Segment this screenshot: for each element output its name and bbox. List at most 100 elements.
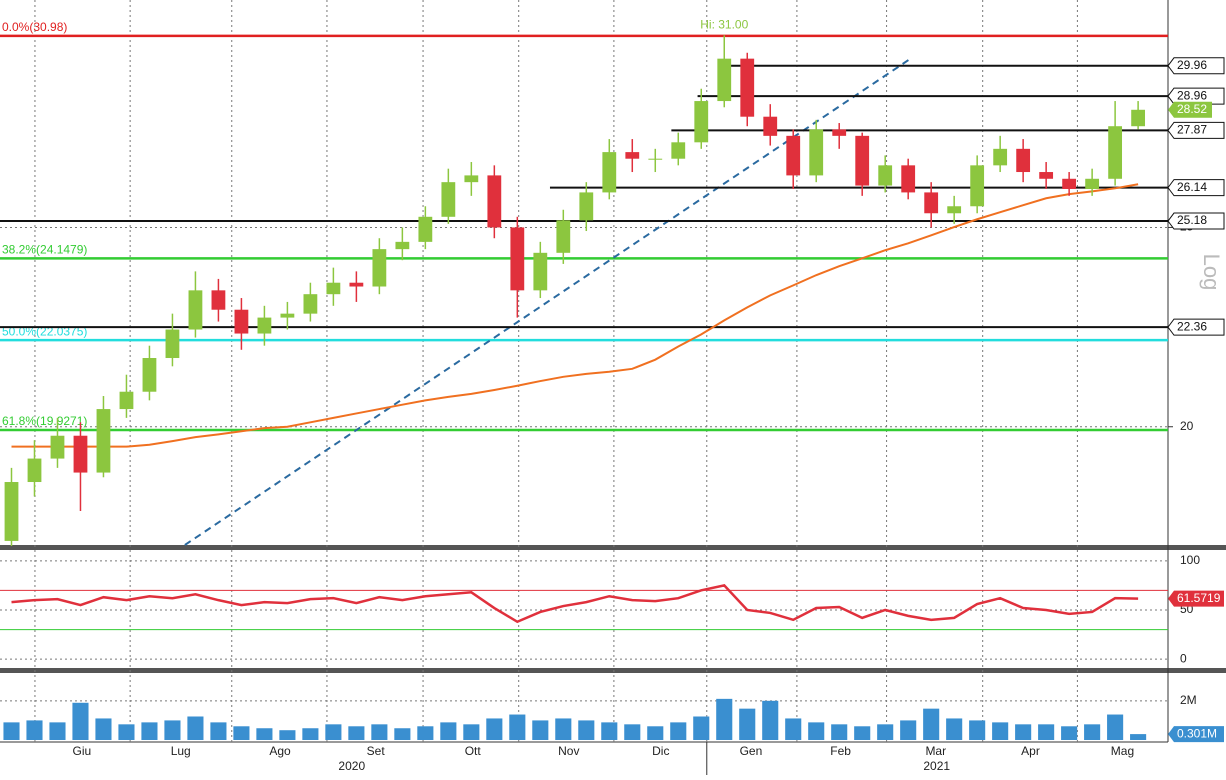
volume-bar xyxy=(877,724,894,740)
volume-bar xyxy=(49,722,66,740)
volume-bar xyxy=(348,726,365,740)
volume-bar xyxy=(739,708,756,740)
candle-body xyxy=(740,58,755,117)
volume-bar xyxy=(1015,724,1032,740)
candle-body xyxy=(763,116,778,136)
candle-body xyxy=(832,129,847,136)
candle-body xyxy=(142,358,157,392)
x-tick-label: Nov xyxy=(558,744,579,758)
candle-body xyxy=(464,175,479,183)
candle-body xyxy=(1016,148,1031,173)
volume-bar xyxy=(831,724,848,740)
candle-body xyxy=(947,206,962,214)
panel-separator xyxy=(0,668,1226,673)
candle-body xyxy=(1108,126,1123,179)
candle-body xyxy=(119,391,134,410)
volume-bar xyxy=(1038,724,1055,740)
x-tick-label: Giu xyxy=(73,744,92,758)
fib-label: 61.8%(19.9271) xyxy=(2,414,87,428)
volume-bar xyxy=(95,718,112,740)
volume-bar xyxy=(1061,726,1078,740)
candle-body xyxy=(1062,178,1077,189)
x-tick-label: Mar xyxy=(925,744,946,758)
volume-bar xyxy=(141,722,158,740)
candle-body xyxy=(303,294,318,314)
last-price-label: 28.52 xyxy=(1177,102,1207,116)
candle-body xyxy=(533,252,548,291)
candle-body xyxy=(1131,109,1146,127)
y-tick-label: 2M xyxy=(1180,693,1197,707)
candle-body xyxy=(96,409,111,473)
volume-bar xyxy=(440,722,457,740)
volume-bar xyxy=(854,726,871,740)
candle-body xyxy=(4,482,19,541)
volume-bar xyxy=(325,724,342,740)
candle-body xyxy=(717,58,732,102)
level-box xyxy=(1167,318,1225,336)
candle-body xyxy=(372,249,387,287)
x-tick-label: Mag xyxy=(1111,744,1134,758)
level-label: 29.96 xyxy=(1177,58,1207,72)
volume-bar xyxy=(210,722,227,740)
level-box xyxy=(1167,57,1225,75)
candle-body xyxy=(671,142,686,159)
volume-bar xyxy=(3,722,20,740)
year-label: 2021 xyxy=(923,759,950,773)
volume-bar xyxy=(532,720,549,740)
level-box xyxy=(1167,87,1225,105)
candle-body xyxy=(50,435,65,459)
candle-body xyxy=(602,152,617,193)
volume-bar xyxy=(969,720,986,740)
candle-body xyxy=(694,101,709,143)
volume-bar xyxy=(417,726,434,740)
y-tick-label: 20 xyxy=(1180,419,1194,433)
x-tick-label: Dic xyxy=(652,744,669,758)
candle-body xyxy=(993,148,1008,166)
level-label: 28.96 xyxy=(1177,88,1207,102)
candle-body xyxy=(27,458,42,483)
y-tick-label: 100 xyxy=(1180,553,1200,567)
candle-body xyxy=(349,282,364,287)
level-label: 26.14 xyxy=(1177,180,1207,194)
candle-body xyxy=(418,216,433,242)
volume-bar xyxy=(26,720,43,740)
level-label: 25.18 xyxy=(1177,213,1207,227)
volume-bar xyxy=(279,730,296,740)
last-price-box xyxy=(1168,101,1212,118)
volume-bar xyxy=(716,698,733,740)
moving-average xyxy=(11,183,1139,448)
candle-body xyxy=(855,135,870,186)
candle-body xyxy=(809,129,824,176)
volume-bar xyxy=(463,724,480,740)
hi-label: Hi: 31.00 xyxy=(700,17,748,31)
x-tick-label: Ott xyxy=(465,744,482,758)
volume-bar xyxy=(256,728,273,740)
candle-body xyxy=(211,290,226,310)
y-axis-label: Log xyxy=(1199,254,1224,291)
candle-body xyxy=(510,227,525,291)
volume-bar xyxy=(118,724,135,740)
candle-body xyxy=(924,192,939,214)
candle-body xyxy=(188,290,203,330)
trend-line xyxy=(184,56,913,546)
panel-separator xyxy=(0,545,1226,550)
rsi-last-label: 61.5719 xyxy=(1177,591,1221,605)
candle-body xyxy=(970,165,985,207)
year-label: 2020 xyxy=(338,759,365,773)
x-tick-label: Set xyxy=(367,744,386,758)
volume-bar xyxy=(371,724,388,740)
candle-body xyxy=(648,158,663,160)
volume-bar xyxy=(302,728,319,740)
candle-body xyxy=(579,192,594,221)
candle-body xyxy=(1039,172,1054,179)
volume-bar xyxy=(164,720,181,740)
candle-body xyxy=(878,165,893,186)
volume-bar xyxy=(785,718,802,740)
candle-body xyxy=(326,282,341,295)
volume-bar xyxy=(394,728,411,740)
level-box xyxy=(1167,212,1225,230)
volume-bar xyxy=(1130,734,1147,740)
x-tick-label: Feb xyxy=(830,744,851,758)
volume-bar xyxy=(486,718,503,740)
